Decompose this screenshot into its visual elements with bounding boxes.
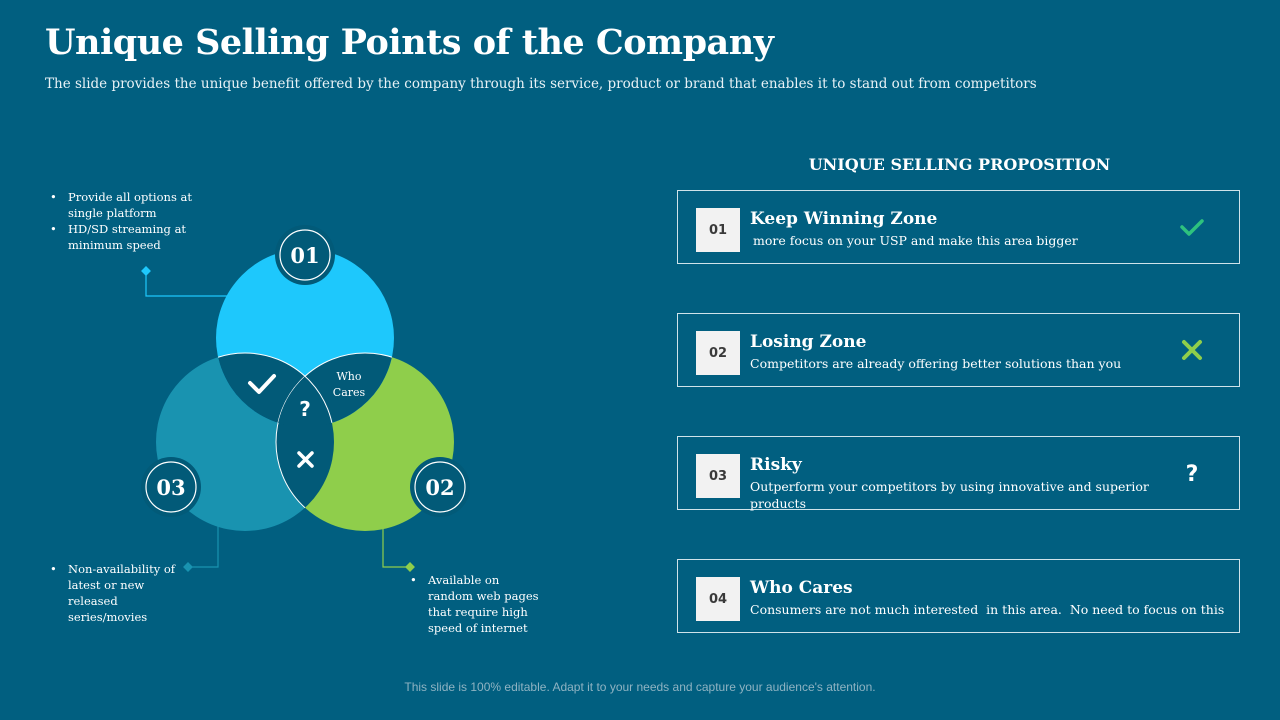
cross-icon <box>297 451 314 468</box>
connector-circle2 <box>382 528 410 568</box>
usp-description: Competitors are already offering better … <box>750 356 1122 371</box>
check-icon <box>1180 219 1204 236</box>
notes-circle1: Provide all options at single platform H… <box>46 189 206 253</box>
page-subtitle: The slide provides the unique benefit of… <box>45 76 1037 92</box>
connector-marker-1 <box>141 266 151 276</box>
svg-text:?: ? <box>1186 462 1199 487</box>
question-icon: ? <box>1186 462 1199 487</box>
check-icon <box>248 374 276 394</box>
page-title: Unique Selling Points of the Company <box>45 22 774 63</box>
cross-icon <box>1182 340 1202 360</box>
usp-number: 02 <box>696 331 740 375</box>
note-item: Available on random web pages that requi… <box>406 572 546 636</box>
overlap-center <box>276 353 335 427</box>
who-cares-label-line1: Who <box>336 370 361 383</box>
badge-02-label: 02 <box>425 475 454 500</box>
usp-item-keep-winning-zone: 01 Keep Winning Zone more focus on your … <box>677 190 1240 264</box>
usp-title: Losing Zone <box>750 332 867 352</box>
badge-01: 01 <box>275 225 335 285</box>
usp-title: Keep Winning Zone <box>750 209 938 229</box>
usp-item-risky: 03 Risky Outperform your competitors by … <box>677 436 1240 511</box>
usp-title: Who Cares <box>750 578 853 598</box>
venn-diagram: ? Who Cares 01 02 03 <box>141 225 470 572</box>
badge-01-label: 01 <box>290 243 319 268</box>
footer-note: This slide is 100% editable. Adapt it to… <box>404 680 876 694</box>
usp-item-who-cares: 04 Who Cares Consumers are not much inte… <box>677 559 1240 633</box>
badge-02: 02 <box>410 457 470 517</box>
connector-lines <box>145 271 410 568</box>
note-item: Provide all options at single platform <box>46 189 206 221</box>
who-cares-label-line2: Cares <box>333 386 366 399</box>
usp-description: Consumers are not much interested in thi… <box>750 602 1225 617</box>
usp-description: more focus on your USP and make this are… <box>753 233 1078 248</box>
usp-number: 01 <box>696 208 740 252</box>
usp-number: 03 <box>696 454 740 498</box>
notes-circle3: Non-availability of latest or new releas… <box>46 561 186 625</box>
connector-circle1 <box>145 271 232 297</box>
notes-circle2: Available on random web pages that requi… <box>406 572 546 636</box>
connector-marker-2 <box>405 562 415 572</box>
note-item: HD/SD streaming at minimum speed <box>46 221 206 253</box>
question-icon: ? <box>299 397 311 421</box>
usp-number: 04 <box>696 577 740 621</box>
badge-03: 03 <box>141 457 201 517</box>
badge-03-label: 03 <box>156 475 185 500</box>
connector-circle3 <box>188 525 219 568</box>
note-item: Non-availability of latest or new releas… <box>46 561 186 625</box>
usp-title: Risky <box>750 455 802 475</box>
usp-heading: UNIQUE SELLING PROPOSITION <box>808 155 1111 174</box>
usp-item-losing-zone: 02 Losing Zone Competitors are already o… <box>677 313 1240 387</box>
usp-description: Outperform your competitors by using inn… <box>750 479 1149 511</box>
